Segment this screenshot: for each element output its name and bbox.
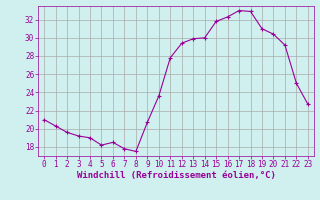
X-axis label: Windchill (Refroidissement éolien,°C): Windchill (Refroidissement éolien,°C): [76, 171, 276, 180]
